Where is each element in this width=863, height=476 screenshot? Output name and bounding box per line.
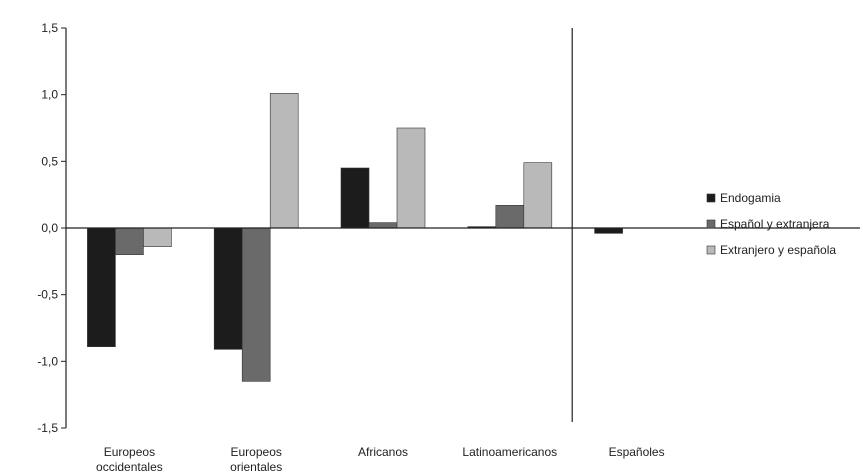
bar-endogamia-4 — [594, 227, 623, 234]
bar-endogamia-2 — [340, 167, 370, 229]
bar-extranjero-y-española-3 — [523, 162, 553, 229]
bar-español-y-extranjera-2 — [368, 222, 398, 229]
bar-endogamia-1 — [213, 227, 243, 350]
y-tick-label: 1,5 — [41, 21, 58, 35]
category-label: Latinoamericanos — [462, 445, 557, 459]
bar-extranjero-y-española-1 — [269, 93, 299, 229]
x-axis — [66, 28, 860, 422]
bar-español-y-extranjera-3 — [495, 205, 525, 229]
bar-extranjero-y-española-2 — [396, 127, 426, 229]
legend: Endogamia Español y extranjera Extranjero … — [706, 191, 836, 257]
legend-swatch — [706, 193, 716, 203]
y-axis: 1,5 1,0 0,5 0,0 -0,5 -1,0 -1,5 — [37, 21, 67, 435]
bar-extranjero-y-española-0 — [143, 227, 172, 247]
bar-español-y-extranjera-0 — [115, 227, 144, 255]
category-label: Españoles — [609, 445, 665, 459]
y-tick-label: -1,5 — [37, 421, 58, 435]
category-label: Africanos — [358, 445, 408, 459]
y-tick-label: -1,0 — [37, 354, 58, 368]
y-tick-label: 0,5 — [41, 154, 58, 168]
category-label: Europeos occidentales — [96, 445, 163, 474]
bar-español-y-extranjera-1 — [241, 227, 271, 382]
legend-label: Español y extranjera — [720, 217, 830, 231]
legend-swatch — [706, 219, 716, 229]
legend-label: Extranjero y española — [720, 243, 836, 257]
legend-swatch — [706, 245, 716, 255]
y-tick-label: 0,0 — [41, 221, 58, 235]
category-label: Europeos orientales — [230, 445, 282, 474]
bar-endogamia-0 — [87, 227, 116, 347]
category-labels: Europeos occidentales Europeos orientales Af… — [96, 445, 665, 474]
bars — [87, 93, 623, 382]
y-tick-label: -0,5 — [37, 288, 58, 302]
legend-label: Endogamia — [720, 191, 781, 205]
y-tick-label: 1,0 — [41, 88, 58, 102]
